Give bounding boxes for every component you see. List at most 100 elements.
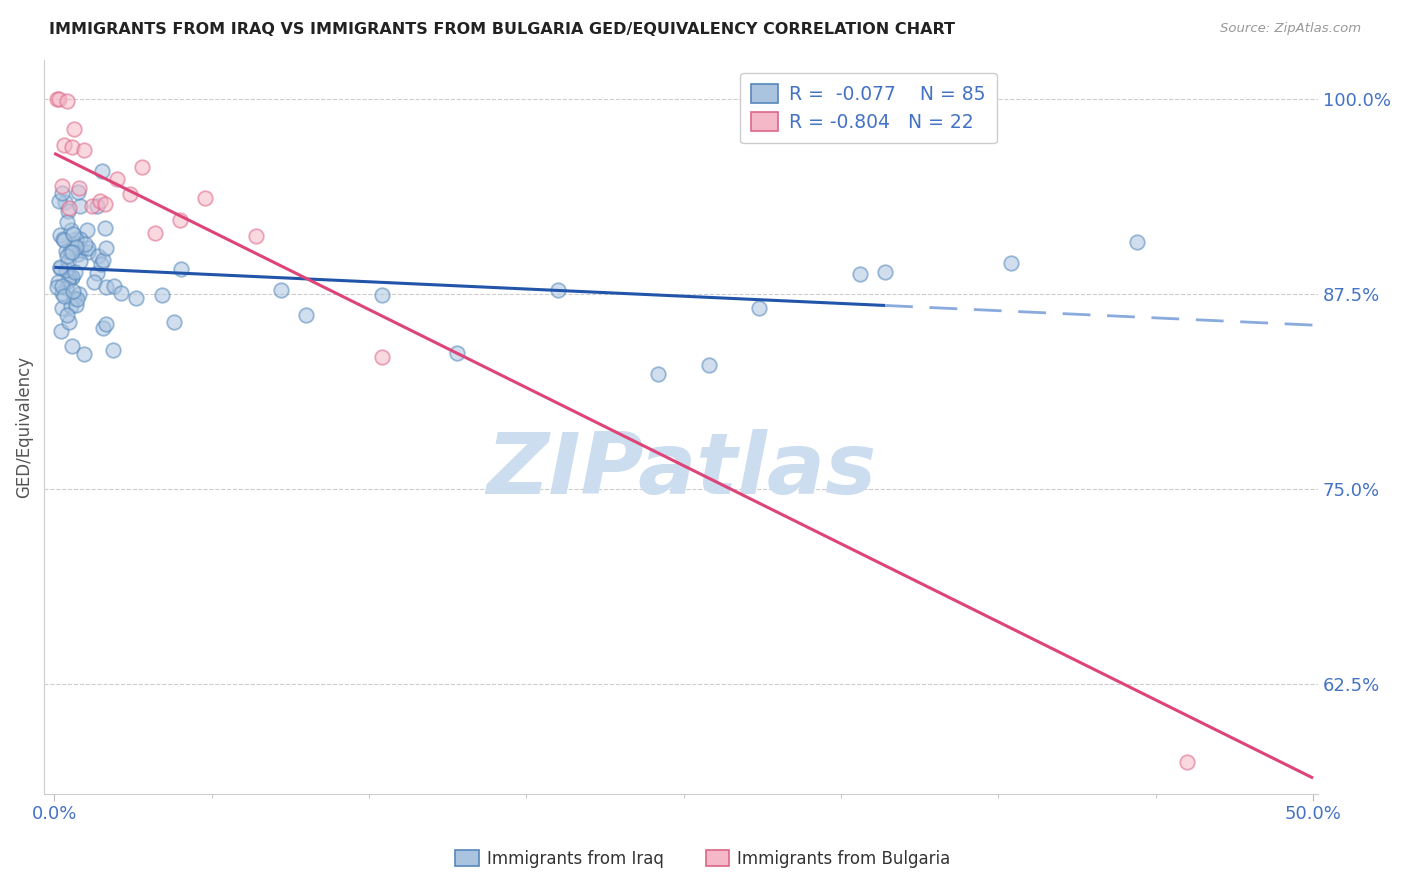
Point [110, 285, 132, 300]
Point [58, 269, 80, 284]
Point [69, 287, 91, 301]
Point [94, 220, 117, 235]
Point [83, 275, 105, 289]
Point [62, 227, 84, 241]
Point [45, 280, 67, 294]
Point [245, 228, 267, 243]
Point [58, 315, 80, 329]
Point [52, 232, 75, 246]
Legend: R =  -0.077    N = 85, R = -0.804   N = 22: R = -0.077 N = 85, R = -0.804 N = 22 [740, 72, 997, 144]
Point [80, 198, 103, 212]
Point [48, 194, 70, 208]
Point [76, 223, 98, 237]
Point [65, 240, 87, 254]
Y-axis label: GED/Equivalency: GED/Equivalency [15, 356, 32, 498]
Point [51, 279, 73, 293]
Point [103, 279, 125, 293]
Point [86, 266, 108, 280]
Point [70, 244, 93, 258]
Point [56, 215, 79, 229]
Point [62, 237, 84, 252]
Point [87, 249, 110, 263]
Point [53, 195, 76, 210]
Point [873, 265, 896, 279]
Point [69, 232, 91, 246]
Point [1126, 235, 1149, 249]
Point [53, 138, 76, 153]
Point [748, 301, 770, 315]
Point [60, 299, 83, 313]
Point [66, 185, 89, 199]
Point [76, 245, 98, 260]
Point [49, 228, 72, 243]
Point [63, 291, 86, 305]
Point [103, 343, 125, 358]
Point [62, 285, 84, 299]
Point [49, 260, 72, 274]
Point [55, 244, 77, 258]
Point [48, 92, 70, 106]
Point [51, 179, 73, 194]
Point [72, 347, 94, 361]
Point [60, 269, 83, 284]
Point [547, 283, 569, 297]
Point [65, 265, 87, 279]
Point [49, 324, 72, 338]
Point [77, 241, 100, 255]
Point [45, 92, 67, 106]
Point [169, 213, 191, 227]
Point [446, 346, 468, 360]
Point [697, 359, 720, 373]
Point [56, 274, 79, 288]
Point [55, 263, 77, 277]
Point [59, 245, 82, 260]
Point [51, 301, 73, 315]
Point [66, 293, 89, 307]
Legend: Immigrants from Iraq, Immigrants from Bulgaria: Immigrants from Iraq, Immigrants from Bu… [449, 844, 957, 875]
Point [150, 288, 173, 302]
Point [55, 248, 77, 262]
Point [370, 350, 392, 364]
Point [170, 262, 193, 277]
Point [69, 199, 91, 213]
Point [48, 261, 70, 276]
Point [89, 194, 111, 209]
Point [73, 143, 96, 157]
Point [60, 223, 83, 237]
Point [90, 257, 112, 271]
Point [1000, 256, 1022, 270]
Point [94, 241, 117, 255]
Point [163, 315, 186, 329]
Point [66, 247, 89, 261]
Point [647, 367, 669, 381]
Point [94, 279, 117, 293]
Point [69, 253, 91, 268]
Point [91, 321, 114, 335]
Point [91, 253, 114, 268]
Point [125, 291, 148, 305]
Point [60, 270, 83, 285]
Point [65, 298, 87, 312]
Point [131, 160, 153, 174]
Point [270, 283, 292, 297]
Point [295, 308, 318, 322]
Point [91, 163, 114, 178]
Point [73, 237, 96, 252]
Point [63, 121, 86, 136]
Point [1175, 756, 1198, 770]
Point [55, 308, 77, 322]
Point [51, 285, 73, 300]
Point [56, 204, 79, 219]
Point [51, 186, 73, 200]
Point [67, 180, 90, 194]
Point [65, 232, 87, 246]
Text: Source: ZipAtlas.com: Source: ZipAtlas.com [1220, 22, 1361, 36]
Point [55, 281, 77, 295]
Point [86, 199, 108, 213]
Point [52, 289, 75, 303]
Point [55, 95, 77, 109]
Point [105, 171, 128, 186]
Point [48, 276, 70, 290]
Point [194, 191, 217, 205]
Point [60, 140, 83, 154]
